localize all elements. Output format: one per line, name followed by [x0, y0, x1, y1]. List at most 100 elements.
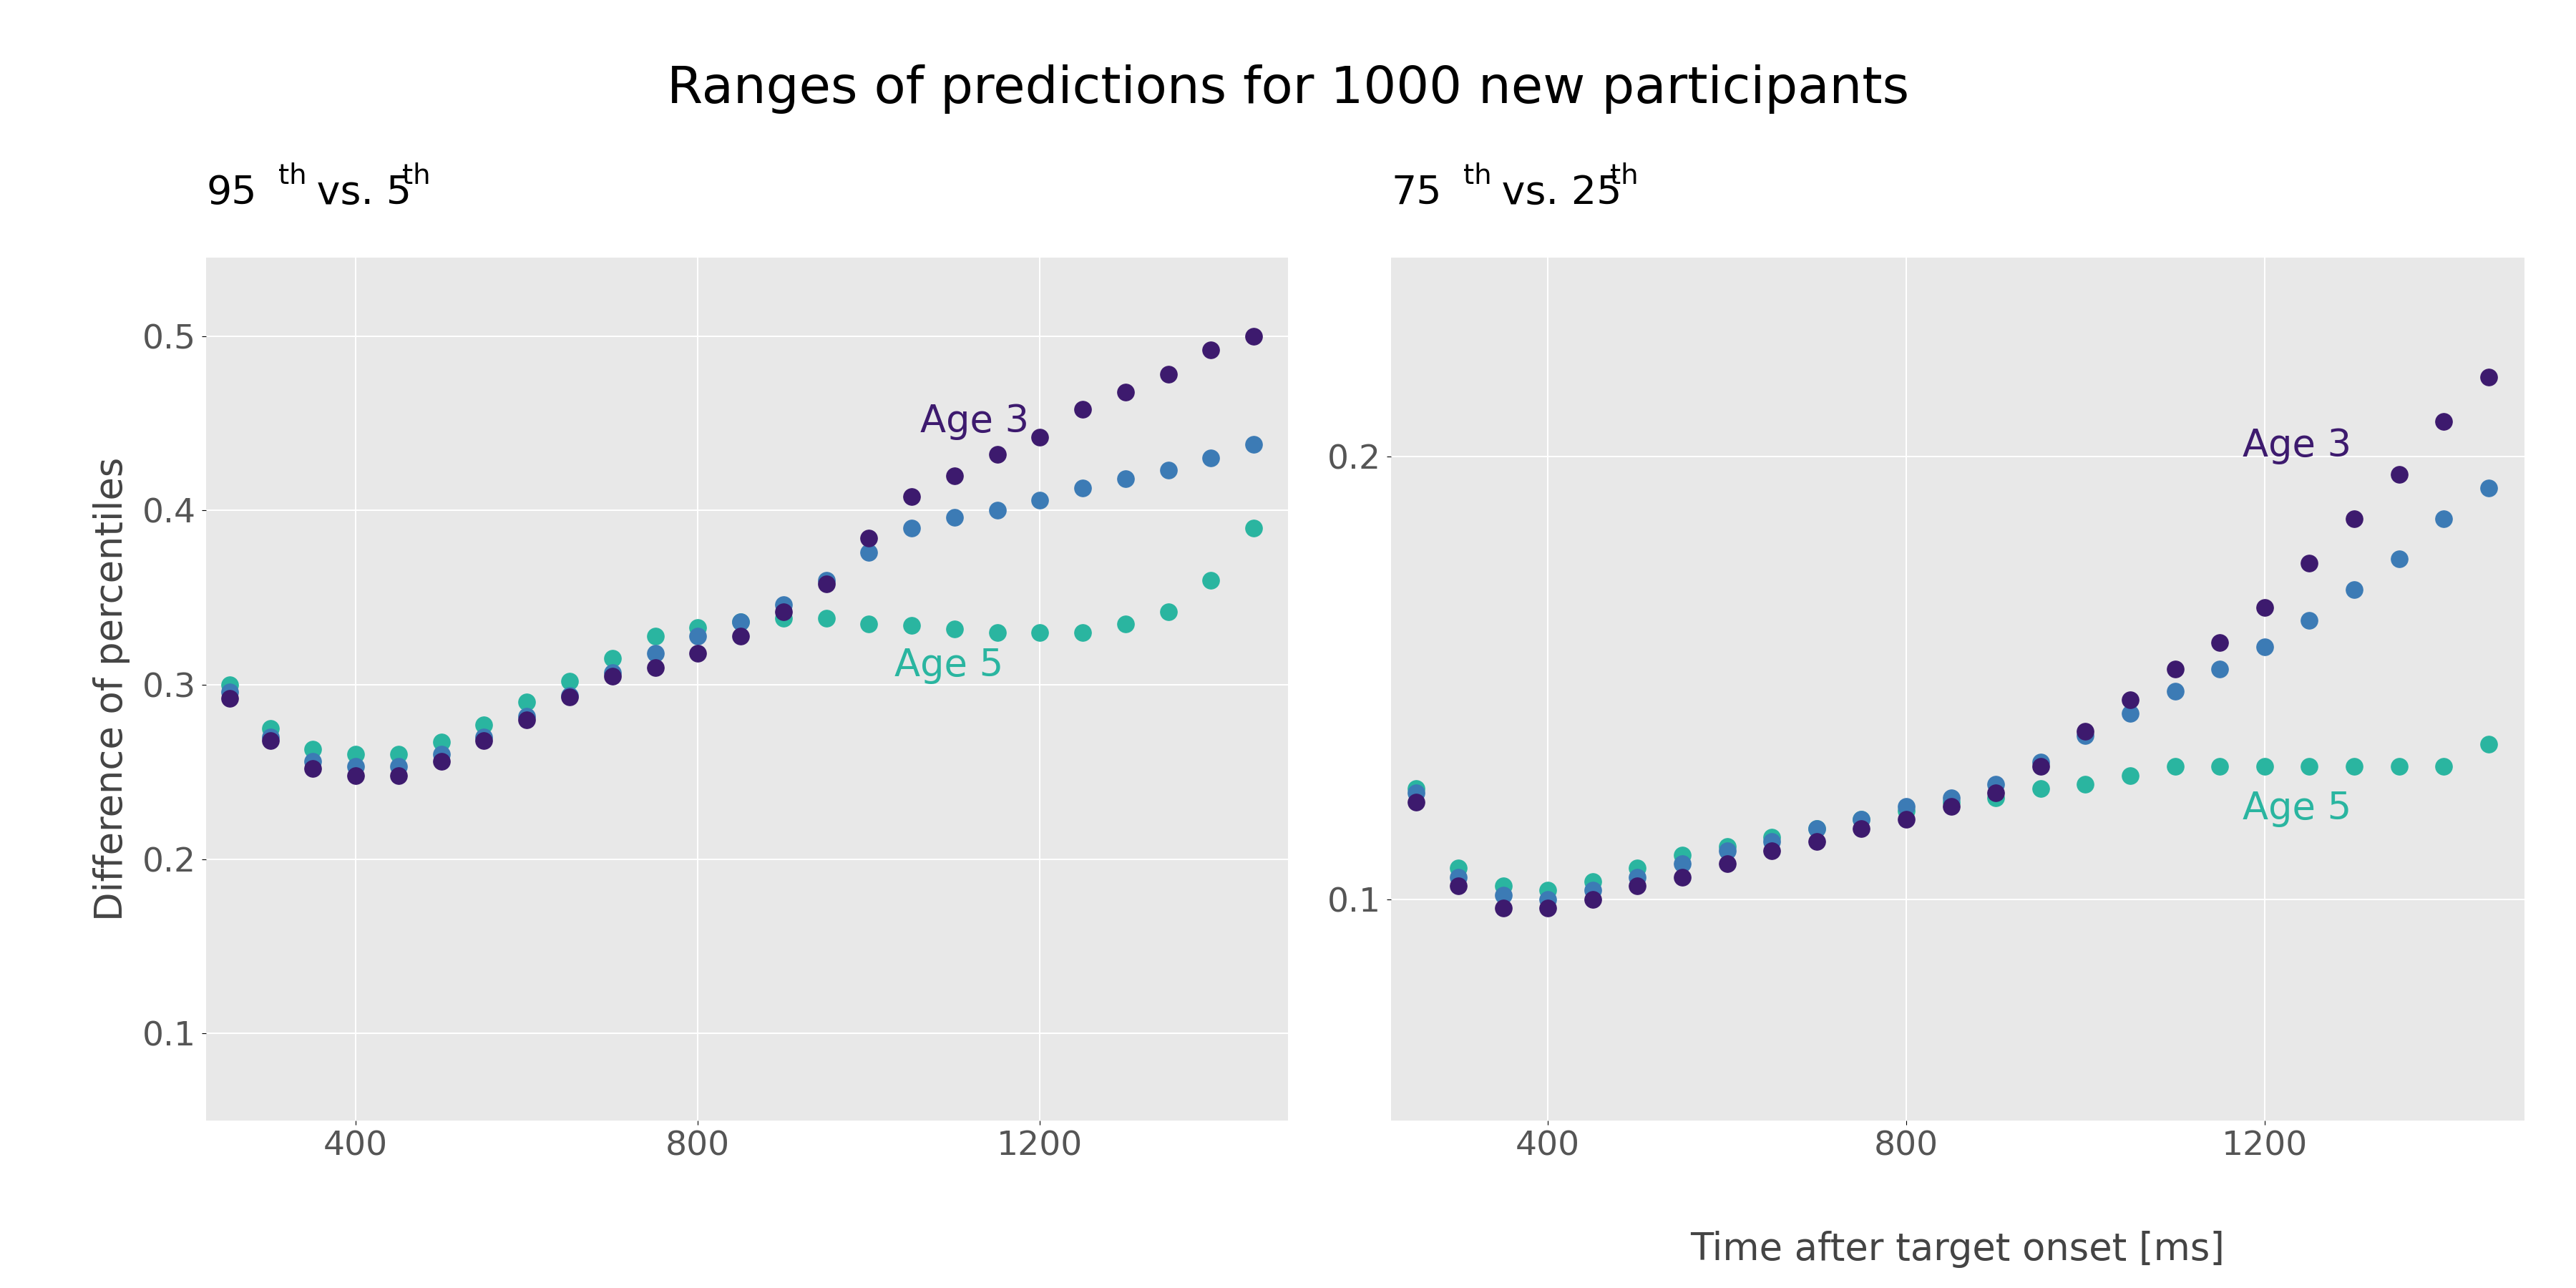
Point: [2110, 690, 2151, 711]
Point: [2066, 774, 2107, 795]
Point: [2066, 725, 2107, 746]
Text: th: th: [1463, 162, 1492, 189]
Point: [806, 608, 848, 629]
Point: [2290, 553, 2331, 573]
Point: [1886, 796, 1927, 817]
Point: [507, 706, 549, 726]
Point: [2334, 580, 2375, 600]
Point: [592, 666, 634, 687]
Point: [1618, 876, 1659, 896]
Point: [1190, 448, 1231, 469]
Point: [1571, 889, 1613, 909]
Point: [1929, 792, 1971, 813]
Point: [2290, 756, 2331, 777]
Point: [464, 726, 505, 747]
Point: [1662, 867, 1703, 887]
Point: [294, 739, 335, 760]
Point: [1437, 876, 1479, 896]
Point: [976, 444, 1018, 465]
Point: [1190, 569, 1231, 590]
Point: [1190, 340, 1231, 361]
Point: [721, 612, 762, 632]
Point: [634, 657, 675, 677]
Point: [762, 608, 804, 629]
Point: [848, 542, 889, 563]
Point: [464, 715, 505, 735]
Point: [1795, 832, 1837, 853]
Point: [1842, 809, 1883, 829]
Point: [891, 518, 933, 538]
Point: [1020, 622, 1061, 643]
Point: [420, 744, 461, 765]
Point: [2154, 756, 2195, 777]
Point: [420, 732, 461, 752]
Point: [2334, 756, 2375, 777]
Point: [2334, 509, 2375, 529]
Point: [2244, 596, 2285, 617]
Point: [1795, 818, 1837, 838]
Point: [2378, 464, 2419, 484]
Point: [2244, 756, 2285, 777]
Point: [1528, 898, 1569, 918]
Point: [1105, 613, 1146, 634]
Point: [592, 648, 634, 668]
Point: [1105, 381, 1146, 402]
Point: [1976, 787, 2017, 808]
Point: [1705, 840, 1747, 860]
Text: Time after target onset [ms]: Time after target onset [ms]: [1690, 1231, 2226, 1267]
Point: [1842, 809, 1883, 829]
Point: [1234, 434, 1275, 455]
Point: [1020, 489, 1061, 510]
Point: [250, 730, 291, 751]
Point: [677, 643, 719, 663]
Point: [2020, 752, 2061, 773]
Point: [891, 616, 933, 636]
Point: [2424, 411, 2465, 431]
Point: [1752, 827, 1793, 848]
Point: [891, 486, 933, 506]
Point: [2110, 765, 2151, 786]
Point: [420, 751, 461, 772]
Point: [250, 717, 291, 738]
Point: [1481, 885, 1522, 905]
Point: [507, 692, 549, 712]
Point: [2468, 367, 2509, 388]
Point: [2110, 703, 2151, 724]
Point: [1571, 880, 1613, 900]
Text: Ranges of predictions for 1000 new participants: Ranges of predictions for 1000 new parti…: [667, 64, 1909, 113]
Point: [2200, 659, 2241, 680]
Point: [806, 569, 848, 590]
Point: [209, 681, 250, 702]
Point: [549, 685, 590, 706]
Point: [2020, 778, 2061, 799]
Point: [1061, 399, 1103, 420]
Point: [1929, 796, 1971, 817]
Point: [806, 573, 848, 594]
Point: [721, 612, 762, 632]
Point: [1976, 783, 2017, 804]
Point: [1705, 854, 1747, 875]
Text: Age 3: Age 3: [920, 403, 1028, 439]
Point: [209, 688, 250, 708]
Point: [1795, 818, 1837, 838]
Point: [848, 613, 889, 634]
Point: [1528, 880, 1569, 900]
Point: [592, 662, 634, 683]
Text: 75: 75: [1391, 174, 1443, 213]
Text: vs. 25: vs. 25: [1489, 174, 1623, 213]
Point: [1396, 792, 1437, 813]
Point: [2290, 611, 2331, 631]
Point: [1528, 889, 1569, 909]
Point: [1105, 469, 1146, 489]
Point: [762, 594, 804, 614]
Point: [935, 465, 976, 486]
Point: [1481, 876, 1522, 896]
Point: [976, 622, 1018, 643]
Point: [721, 626, 762, 647]
Text: th: th: [278, 162, 307, 189]
Text: Age 5: Age 5: [2241, 791, 2352, 827]
Point: [1662, 845, 1703, 866]
Text: 95: 95: [206, 174, 258, 213]
Point: [1662, 854, 1703, 875]
Point: [935, 507, 976, 528]
